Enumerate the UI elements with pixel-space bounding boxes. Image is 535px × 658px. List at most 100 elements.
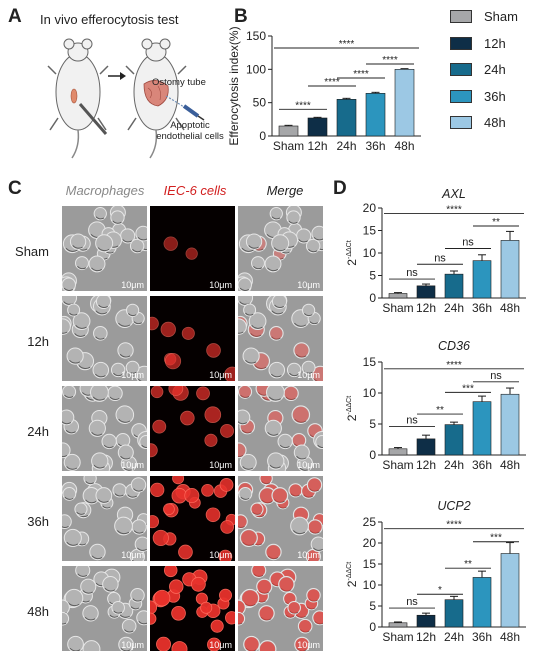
chart-legend: Sham 12h 24h 36h 48h — [450, 9, 535, 143]
red-signal — [292, 406, 309, 423]
cell-shadow — [133, 321, 143, 325]
red-signal — [163, 503, 175, 516]
scale-bar-label: 10μm — [209, 550, 232, 560]
category-label: 12h — [416, 630, 436, 644]
red-signal — [312, 367, 323, 381]
y-tick-label: 50 — [253, 96, 267, 110]
red-signal — [184, 488, 200, 504]
cell-shadow — [94, 373, 106, 378]
cell-shadow — [92, 396, 106, 401]
cell-shadow — [95, 310, 108, 315]
iec6-fluorescence-image: 10μm — [150, 476, 235, 561]
merge-image: 10μm — [238, 206, 323, 291]
cell — [243, 303, 257, 317]
cell-shadow — [91, 555, 103, 560]
scale-bar-label: 10μm — [297, 370, 320, 380]
red-signal — [201, 483, 214, 497]
iec6-fluorescence-image: 10μm — [150, 206, 235, 291]
red-signal — [294, 343, 309, 358]
cell — [266, 386, 285, 402]
red-signal — [308, 520, 322, 534]
category-label: 48h — [500, 458, 520, 472]
red-signal — [156, 636, 172, 651]
cell-shadow — [85, 499, 97, 504]
cell-shadow — [109, 396, 120, 401]
cell-shadow — [279, 444, 290, 449]
red-signal — [164, 353, 182, 370]
merge-image: 10μm — [238, 296, 323, 381]
cell — [286, 362, 302, 378]
red-signal — [266, 545, 281, 559]
cell — [301, 360, 316, 375]
y-tick-label: 25 — [363, 515, 377, 529]
cell-shadow — [64, 394, 74, 398]
scale-bar-label: 10μm — [121, 640, 144, 650]
cell-shadow — [64, 496, 74, 500]
cell-shadow — [118, 322, 131, 327]
red-signal — [150, 612, 157, 625]
cell — [75, 256, 89, 271]
bar — [472, 401, 492, 456]
cell-shadow — [133, 530, 144, 534]
cell — [269, 207, 283, 221]
significance-label: **** — [353, 69, 369, 80]
row-label: 48h — [27, 604, 49, 619]
cell — [88, 255, 106, 273]
cell — [115, 405, 135, 425]
cell-shadow — [65, 429, 76, 434]
cell-shadow — [77, 265, 87, 270]
scale-bar-label: 10μm — [209, 640, 232, 650]
cell-shadow — [103, 444, 114, 449]
cell-shadow — [317, 444, 323, 449]
category-label: Sham — [382, 630, 413, 644]
category-label: 12h — [307, 139, 327, 153]
y-tick-label: 10 — [363, 386, 377, 400]
cell-shadow — [62, 331, 68, 334]
cell — [117, 444, 134, 461]
y-axis-label: Efferocytosis index(%) — [227, 26, 241, 145]
significance-label: **** — [382, 55, 398, 66]
cell-shadow — [248, 245, 259, 249]
cell — [62, 514, 72, 529]
red-signal — [279, 577, 294, 592]
category-label: 36h — [472, 301, 492, 315]
scale-bar-label: 10μm — [297, 550, 320, 560]
y-tick-label: 15 — [363, 557, 377, 571]
significance-label: ns — [462, 237, 474, 249]
red-signal — [150, 316, 159, 331]
cell-shadow — [63, 301, 74, 305]
cell-shadow — [251, 324, 263, 329]
y-axis-label: 2-ΔΔCt — [345, 240, 359, 265]
cell-shadow — [313, 236, 323, 241]
cell-shadow — [238, 331, 244, 334]
column-header-iec6: IEC-6 cells — [163, 183, 227, 198]
cell — [95, 296, 112, 310]
cell-shadow — [274, 304, 285, 308]
cell — [134, 536, 147, 552]
cell — [93, 207, 107, 221]
cell-shadow — [69, 312, 78, 316]
legend-label: Sham — [484, 9, 518, 24]
cell-shadow — [119, 353, 131, 358]
cell — [135, 225, 147, 242]
red-signal — [163, 236, 178, 251]
cell-shadow — [62, 421, 72, 425]
cell-shadow — [113, 372, 123, 377]
red-signal — [259, 606, 274, 621]
y-tick-label: 10 — [363, 246, 377, 260]
category-label: 36h — [365, 139, 385, 153]
legend-swatch — [450, 116, 472, 129]
cell-shadow — [123, 467, 134, 471]
bar — [278, 125, 299, 137]
cell-shadow — [288, 220, 298, 224]
category-label: 12h — [416, 458, 436, 472]
cell — [62, 277, 76, 291]
red-signal — [306, 550, 320, 561]
cell — [110, 210, 125, 225]
significance-label: *** — [462, 383, 474, 394]
red-signal — [185, 247, 198, 260]
red-signal — [169, 579, 184, 594]
bar — [416, 438, 436, 456]
cell — [248, 312, 267, 331]
